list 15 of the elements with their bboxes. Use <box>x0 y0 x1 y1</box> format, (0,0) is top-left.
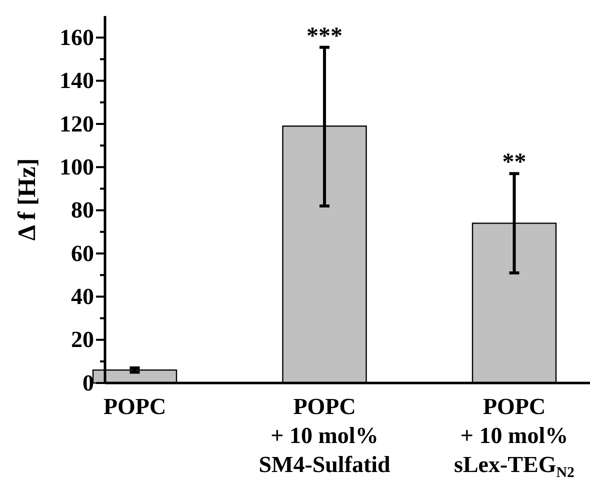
y-tick-label: 120 <box>60 111 94 136</box>
y-tick-label: 80 <box>71 198 94 223</box>
annotation: ** <box>502 150 526 176</box>
annotation: *** <box>306 23 342 50</box>
y-axis-title: Δ f [Hz] <box>14 158 41 241</box>
y-tick-label: 40 <box>71 284 94 310</box>
y-tick-label: 100 <box>60 154 94 180</box>
x-tick-label: POPC + 10 mol% sLex-TEG$_{N2}$ <box>454 394 575 480</box>
y-tick-label: 20 <box>71 327 94 352</box>
x-tick-label: POPC <box>103 394 166 419</box>
x-tick-label: POPC + 10 mol% SM4-Sulfatid <box>258 394 391 477</box>
y-tick-label: 60 <box>71 240 94 266</box>
y-tick-label: 140 <box>60 68 94 94</box>
y-tick-label: 0 <box>82 370 94 396</box>
y-tick-label: 160 <box>60 24 94 50</box>
